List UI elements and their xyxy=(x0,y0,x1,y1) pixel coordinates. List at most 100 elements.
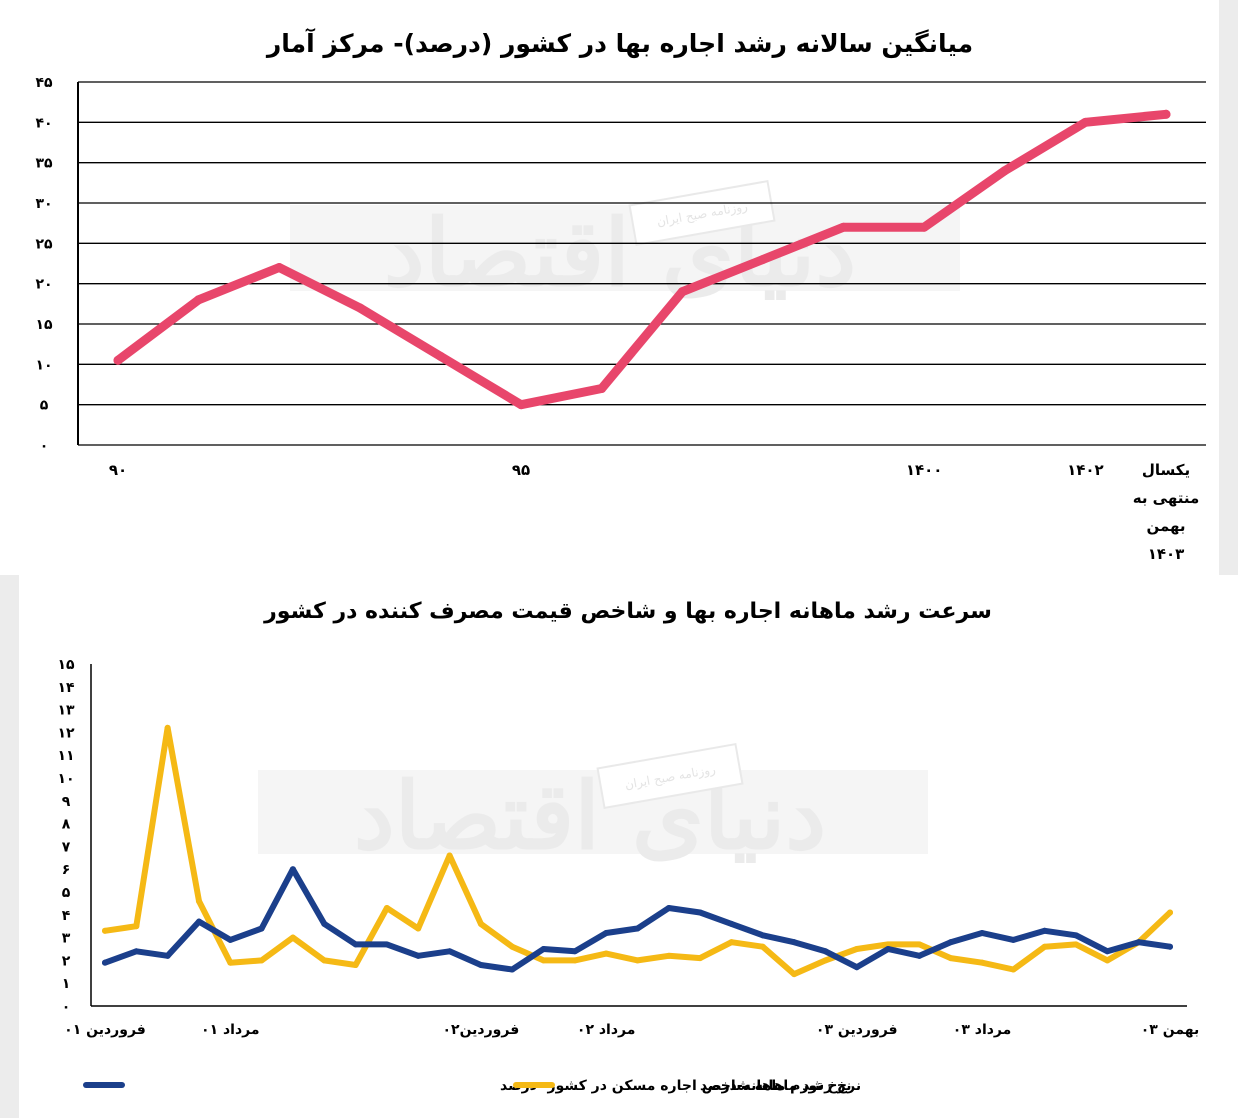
chart-2-data-point xyxy=(634,925,641,932)
chart-2-data-point xyxy=(133,923,140,930)
chart-1-series xyxy=(113,109,1171,410)
chart-2-data-point xyxy=(164,952,171,959)
chart-1-data-point xyxy=(516,400,526,410)
chart-2-data-point xyxy=(258,925,265,932)
chart-2-data-point xyxy=(1010,966,1017,973)
chart-2-y-tick-label: ۱۱ xyxy=(57,748,74,764)
chart-2-x-tick-label: فروردین ۰۳ xyxy=(816,1022,898,1038)
chart-2-data-point xyxy=(1135,939,1142,946)
chart-2-data-point xyxy=(509,966,516,973)
chart-1-data-point xyxy=(1000,166,1010,176)
chart-2-data-point xyxy=(1167,943,1173,950)
chart-2-data-point xyxy=(697,909,704,916)
chart-2-y-tick-label: ۹ xyxy=(62,794,71,810)
legend-label: نرخ رشد ماهانه شاخص اجاره مسکن در کشور- … xyxy=(500,1078,861,1094)
chart-1-y-tick-label: ۲۵ xyxy=(35,236,53,252)
chart-1-y-tick-label: ۵ xyxy=(40,398,49,414)
chart-1-data-point xyxy=(758,254,768,264)
left-margin-strip xyxy=(0,575,19,1118)
chart-2-x-tick-label: فروردین۰۲ xyxy=(442,1022,519,1038)
chart-1-y-tick-label: ۱۵ xyxy=(35,317,53,333)
chart-2-data-point xyxy=(947,939,954,946)
chart-2-data-point xyxy=(979,930,986,937)
chart-2-data-point xyxy=(916,952,923,959)
chart-1-y-tick-label: ۳۵ xyxy=(35,156,53,172)
chart-2-y-tick-label: ۱۴ xyxy=(57,680,75,696)
chart-2-y-tick-label: ۶ xyxy=(62,862,71,878)
chart-2-data-point xyxy=(383,904,390,911)
chart-2-data-point xyxy=(195,918,202,925)
chart-2-y-tick-label: ۱۲ xyxy=(57,725,75,741)
chart-2-data-point xyxy=(759,943,766,950)
chart-2-data-point xyxy=(1041,943,1048,950)
chart-2-data-point xyxy=(446,852,453,859)
chart-2-data-point xyxy=(446,948,453,955)
chart-2-y-tick-label: ۱ xyxy=(62,976,71,992)
watermark-bottom: دنیای اقتصاد روزنامه صبح ایران xyxy=(258,742,928,870)
chart-2-data-point xyxy=(227,959,234,966)
chart-1-x-tick-label: یکسال xyxy=(1142,461,1190,479)
chart-2-y-tick-label: ۳ xyxy=(62,931,71,947)
chart-2-data-point xyxy=(822,948,829,955)
chart-2-legend: نرخ رشد ماهانه شاخص اجاره مسکن در کشور- … xyxy=(83,1078,861,1094)
right-margin-strip xyxy=(1219,0,1238,575)
chart-1-data-point xyxy=(839,222,849,232)
chart-2-data-point xyxy=(352,941,359,948)
chart-2-data-point xyxy=(603,930,610,937)
chart-2-data-point xyxy=(728,939,735,946)
watermark-bottom-stamp xyxy=(596,742,744,810)
chart-1-y-tick-label: ۴۵ xyxy=(35,75,53,91)
chart-2-data-point xyxy=(885,941,892,948)
chart-2-x-tick-label: مرداد ۰۱ xyxy=(201,1022,260,1038)
chart-2-data-point xyxy=(102,959,108,966)
chart-2-x-axis: فروردین ۰۱ مرداد ۰۱ فروردین۰۲ مرداد ۰۲ فرورد… xyxy=(64,1022,1199,1038)
chart-2-data-point xyxy=(1073,932,1080,939)
chart-1-data-point xyxy=(435,351,445,361)
chart-2-data-point xyxy=(289,934,296,941)
chart-2-data-point xyxy=(1073,941,1080,948)
chart-2-y-tick-label: ۵ xyxy=(62,885,71,901)
chart-1-data-point xyxy=(1080,117,1090,127)
chart-annual-rent-growth: میانگین سالانه رشد اجاره بها در کشور (در… xyxy=(35,28,1206,563)
chart-2-data-point xyxy=(571,957,578,964)
chart-1-y-tick-label: ۰ xyxy=(40,438,49,454)
chart-2-data-point xyxy=(352,961,359,968)
chart-2-y-tick-label: ۲ xyxy=(62,953,71,969)
chart-2-y-tick-label: ۷ xyxy=(62,839,71,855)
watermark-top-stamp xyxy=(628,179,776,247)
chart-2-data-point xyxy=(321,920,328,927)
chart-2-data-point xyxy=(603,950,610,957)
chart-1-data-point xyxy=(113,355,123,365)
chart-1-x-tick-label: ۱۴۰۲ xyxy=(1067,461,1104,479)
chart-1-data-point xyxy=(919,222,929,232)
chart-2-data-point xyxy=(415,952,422,959)
chart-2-data-point xyxy=(1041,927,1048,934)
chart-2-y-tick-label: ۸ xyxy=(62,817,71,833)
chart-1-data-point xyxy=(355,303,365,313)
chart-1-data-point xyxy=(1161,109,1171,119)
chart-2-data-point xyxy=(1167,909,1173,916)
chart-2-data-point xyxy=(853,946,860,952)
chart-2-data-point xyxy=(947,955,954,962)
chart-2-y-tick-label: ۱۰ xyxy=(57,771,74,787)
chart-1-x-tick-label: ۹۵ xyxy=(512,461,530,479)
watermark-bottom-band xyxy=(258,770,928,854)
chart-2-title: سرعت رشد ماهانه اجاره بها و شاخص قیمت مص… xyxy=(263,599,992,624)
chart-2-data-point xyxy=(634,957,641,964)
chart-2-data-point xyxy=(665,952,672,959)
chart-1-y-tick-label: ۱۰ xyxy=(35,357,52,373)
chart-2-data-point xyxy=(885,946,892,952)
chart-2-data-point xyxy=(791,971,798,978)
chart-1-y-tick-label: ۴۰ xyxy=(35,115,52,131)
chart-2-data-point xyxy=(383,941,390,948)
chart-2-data-point xyxy=(728,920,735,927)
chart-2-data-point xyxy=(102,927,108,934)
chart-1-data-point xyxy=(274,263,284,273)
chart-2-y-tick-label: ۰ xyxy=(62,999,71,1015)
chart-2-data-point xyxy=(697,955,704,962)
chart-2-data-point xyxy=(759,932,766,939)
chart-1-title: میانگین سالانه رشد اجاره بها در کشور (در… xyxy=(265,28,973,59)
chart-1-x-tick-label: منتهی به xyxy=(1133,489,1200,507)
chart-2-data-point xyxy=(321,957,328,964)
